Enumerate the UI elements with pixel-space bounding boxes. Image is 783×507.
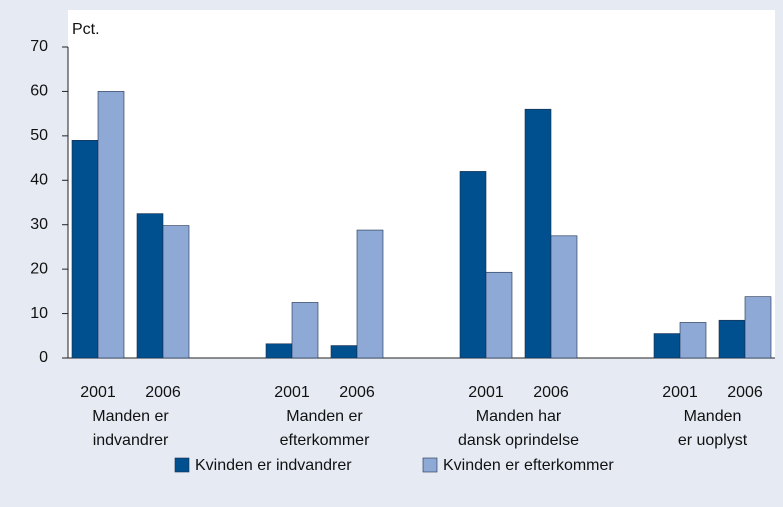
legend-label: Kvinden er efterkommer: [443, 457, 614, 474]
x-tick-label: 2006: [727, 384, 763, 401]
x-tick-label: 2001: [274, 384, 310, 401]
bar: [459, 171, 487, 359]
bar: [744, 296, 772, 359]
y-tick-label: 50: [30, 127, 48, 144]
group-label: dansk oprindelse: [458, 432, 579, 449]
bar: [679, 322, 707, 359]
y-tick-label: 30: [30, 216, 48, 233]
group-label: efterkommer: [280, 432, 370, 449]
group-label: er uoplyst: [678, 432, 748, 449]
y-tick-label: 70: [30, 38, 48, 55]
group-label: Manden er: [92, 408, 169, 425]
y-tick-label: 20: [30, 260, 48, 277]
y-tick-label: 10: [30, 305, 48, 322]
y-tick-label: 60: [30, 83, 48, 100]
bar: [291, 302, 319, 359]
x-tick-label: 2001: [80, 384, 116, 401]
group-label: Manden har: [476, 408, 562, 425]
group-label: indvandrer: [93, 432, 169, 449]
bar: [524, 108, 552, 359]
bar: [485, 271, 513, 359]
legend-swatch: [422, 457, 438, 473]
bar: [356, 229, 384, 359]
x-tick-label: 2001: [662, 384, 698, 401]
x-tick-label: 2006: [145, 384, 181, 401]
bar: [550, 235, 578, 359]
x-tick-label: 2001: [468, 384, 504, 401]
bar: [330, 345, 358, 359]
y-axis-label: Pct.: [72, 21, 100, 38]
legend-swatch: [174, 457, 190, 473]
bar: [136, 213, 164, 359]
y-tick-label: 40: [30, 172, 48, 189]
x-tick-label: 2006: [533, 384, 569, 401]
bar: [97, 91, 125, 359]
group-label: Manden er: [286, 408, 363, 425]
bar: [653, 333, 681, 359]
bar: [162, 225, 190, 359]
bar: [265, 343, 293, 359]
legend-label: Kvinden er indvandrer: [195, 457, 352, 474]
y-tick-label: 0: [39, 349, 48, 366]
group-label: Manden: [684, 408, 742, 425]
x-tick-label: 2006: [339, 384, 375, 401]
bar: [71, 140, 99, 359]
bar: [718, 319, 746, 359]
